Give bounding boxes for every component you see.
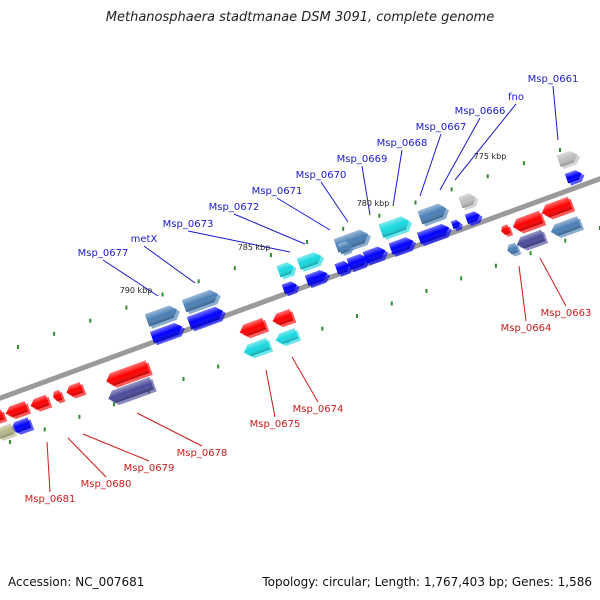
label-leader (265, 369, 276, 418)
label-leader (291, 356, 319, 403)
scale-label: 790 kbp (120, 286, 153, 295)
label-leader (276, 197, 331, 231)
gene-arrow (275, 328, 302, 347)
gene-arrow (66, 382, 87, 399)
label-leader (143, 245, 196, 284)
gene-arrow (243, 337, 274, 359)
gene-label: Msp_0673 (163, 219, 214, 230)
label-leader (82, 433, 150, 462)
label-leader (361, 165, 371, 216)
gene-arrow (149, 322, 185, 346)
gene-label: Msp_0680 (81, 479, 132, 490)
gene-arrow (501, 224, 514, 237)
gene-label: Msp_0671 (252, 186, 303, 197)
gene-arrow (10, 417, 35, 435)
scale-label: 780 kbp (357, 199, 390, 208)
gene-arrow (5, 401, 32, 420)
gene-label: Msp_0681 (25, 494, 76, 505)
scale-label: 785 kbp (238, 243, 271, 252)
gene-label: Msp_0669 (337, 154, 388, 165)
gene-label: Msp_0666 (455, 106, 506, 117)
gene-arrow (450, 219, 463, 232)
gene-arrow (388, 237, 417, 257)
gene-arrow (346, 253, 371, 273)
gene-label: Msp_0661 (528, 74, 579, 85)
gene-label: Msp_0667 (416, 122, 467, 133)
label-leader (46, 441, 51, 493)
gene-label: Msp_0677 (78, 248, 129, 259)
label-leader (392, 149, 403, 207)
label-leader (539, 257, 567, 307)
genome-summary: Topology: circular; Length: 1,767,403 bp… (262, 575, 592, 589)
gene-arrow (337, 241, 354, 256)
label-leader (439, 117, 481, 191)
gene-label: metX (131, 234, 158, 245)
gene-arrow (53, 389, 66, 404)
label-leader (233, 213, 306, 245)
gene-arrow (512, 210, 547, 234)
gene-arrow (144, 305, 180, 329)
gene-label: Msp_0675 (250, 419, 301, 430)
gene-label: Msp_0672 (209, 202, 260, 213)
label-leader (518, 265, 527, 322)
label-leader (102, 259, 159, 297)
gene-arrow (416, 223, 452, 247)
label-leader (454, 103, 517, 181)
gene-arrow (541, 196, 576, 220)
gene-arrow (281, 281, 300, 297)
gene-arrow (378, 216, 413, 240)
label-leader (67, 437, 107, 478)
gene-arrow (564, 170, 585, 186)
gene-arrow (30, 394, 53, 412)
gene-label: Msp_0664 (501, 323, 552, 334)
genome-backbone (0, 176, 600, 401)
gene-arrow (304, 270, 331, 289)
gene-arrow (272, 308, 297, 328)
gene-arrow (516, 229, 549, 251)
genes-layer (0, 150, 585, 441)
gene-arrow (464, 211, 483, 227)
gene-label: Msp_0663 (541, 308, 592, 319)
gene-arrow (0, 423, 18, 441)
gene-arrow (417, 203, 450, 227)
gene-label: Msp_0674 (293, 404, 344, 415)
gene-arrow (296, 252, 325, 272)
gene-label: Msp_0670 (296, 170, 347, 181)
gene-arrow (239, 317, 270, 339)
gene-arrow (181, 289, 221, 315)
gene-arrow (106, 360, 153, 388)
ticks-layer (9, 148, 600, 444)
gene-label: Msp_0668 (377, 138, 428, 149)
gene-arrow (556, 150, 581, 170)
gene-arrow (550, 216, 585, 238)
label-leader (419, 133, 442, 197)
label-leader (552, 85, 559, 141)
accession-label: Accession: NC_007681 (8, 575, 145, 589)
gene-arrow (334, 260, 353, 277)
label-leader (320, 181, 349, 223)
label-leader (187, 230, 291, 253)
gene-arrow (0, 409, 8, 424)
gene-label: Msp_0679 (124, 463, 175, 474)
gene-arrow (108, 377, 157, 406)
gene-arrow (276, 262, 297, 280)
gene-arrow (507, 242, 522, 257)
map-title: Methanosphaera stadtmanae DSM 3091, comp… (105, 10, 495, 25)
gene-arrow (186, 306, 226, 332)
label-leader (136, 412, 203, 447)
scale-label: 775 kbp (474, 152, 507, 161)
gene-label: fno (508, 92, 524, 103)
gene-arrow (458, 193, 479, 211)
gene-label: Msp_0678 (177, 448, 228, 459)
